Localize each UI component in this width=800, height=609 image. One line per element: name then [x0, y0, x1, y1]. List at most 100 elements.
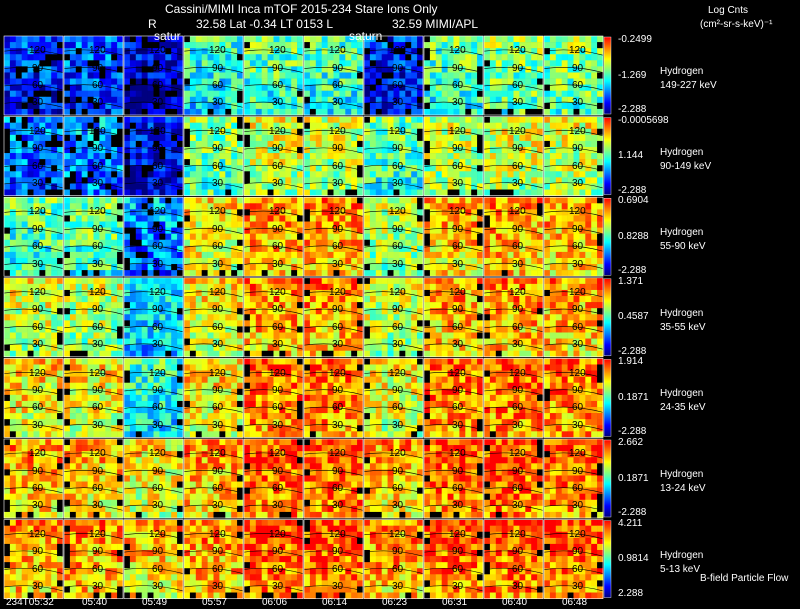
contour-label: 120	[149, 448, 166, 460]
colorbar	[603, 197, 612, 276]
time-tick-label: 06:48	[562, 597, 588, 608]
contour-label: 120	[269, 287, 286, 299]
contour-label: 120	[569, 448, 586, 460]
contour-label: 30	[212, 177, 224, 189]
contour-label: 120	[269, 125, 286, 137]
contour-line	[3, 262, 64, 269]
contour-line	[3, 326, 64, 333]
contour-line	[123, 389, 184, 396]
contour-line	[123, 49, 184, 56]
contour-line	[423, 262, 484, 269]
contour-line	[543, 262, 604, 269]
contour-line	[123, 406, 184, 413]
contour-line	[543, 343, 604, 350]
contour-line	[423, 326, 484, 333]
contour-line	[3, 130, 64, 137]
contour-line	[63, 291, 124, 298]
contour-label: 60	[212, 482, 224, 494]
contour-line	[243, 504, 304, 511]
contour-line	[63, 343, 124, 350]
contour-label: 90	[392, 223, 404, 235]
contour-line	[423, 533, 484, 540]
contour-line	[3, 389, 64, 396]
contour-line	[483, 49, 544, 56]
cell-frame	[543, 438, 604, 519]
cell-frame	[363, 519, 424, 599]
contour-line	[183, 504, 244, 511]
contour-label: 90	[452, 223, 464, 235]
contour-line	[543, 372, 604, 378]
contour-line	[3, 487, 64, 494]
colorbar-cmid-label: 1.144	[618, 150, 644, 162]
contour-line	[423, 389, 484, 396]
contour-label: 30	[92, 339, 104, 351]
contour-label: 60	[272, 241, 284, 253]
contour-label: 120	[569, 287, 586, 299]
contour-line	[183, 533, 244, 540]
contour-label: 120	[329, 287, 346, 299]
contour-label: 90	[392, 546, 404, 558]
heatmap-cell	[124, 358, 184, 438]
contour-label: 30	[32, 177, 44, 189]
contour-line	[183, 406, 244, 413]
contour-label: 60	[392, 563, 404, 575]
bfield-flow-label: B-field Particle Flow	[700, 573, 789, 584]
contour-line	[483, 469, 544, 476]
contour-line	[483, 66, 544, 73]
time-tick-label: 06:31	[442, 597, 468, 608]
cell-frame	[423, 519, 484, 599]
contour-label: 30	[332, 177, 344, 189]
colorbar-cmid-label: 0.9814	[618, 553, 649, 565]
time-tick-label: 06:06	[262, 597, 288, 608]
heatmap-cell	[244, 358, 304, 438]
contour-label: 60	[152, 402, 164, 414]
contour-label: 30	[212, 580, 224, 592]
contour-label: 120	[329, 367, 346, 379]
heatmap-cell	[124, 439, 184, 519]
contour-line	[3, 469, 64, 476]
contour-label: 90	[332, 62, 344, 74]
contour-label: 120	[329, 528, 346, 540]
contour-line	[303, 262, 364, 269]
colorbar-cmin-label: 2.288	[618, 587, 644, 599]
cell-frame	[483, 438, 544, 519]
contour-label: 60	[332, 79, 344, 91]
contour-line	[63, 452, 124, 459]
contour-line	[123, 308, 184, 315]
cell-frame	[543, 277, 604, 358]
contour-label: 60	[92, 402, 104, 414]
contour-label: 30	[92, 419, 104, 431]
contour-line	[3, 228, 64, 235]
contour-label: 120	[449, 367, 466, 379]
cell-frame	[3, 438, 64, 519]
contour-line	[543, 66, 604, 73]
contour-label: 30	[512, 500, 524, 512]
contour-line	[123, 101, 184, 108]
contour-line	[423, 452, 484, 459]
contour-line	[363, 84, 424, 91]
contour-line	[3, 372, 64, 378]
contour-label: 120	[269, 367, 286, 379]
contour-label: 90	[152, 62, 164, 74]
contour-label: 30	[452, 258, 464, 270]
contour-label: 30	[92, 97, 104, 109]
contour-line	[423, 84, 484, 91]
contour-label: 120	[29, 45, 46, 57]
contour-label: 30	[512, 177, 524, 189]
contour-label: 120	[509, 287, 526, 299]
contour-line	[423, 567, 484, 574]
contour-line	[63, 130, 124, 137]
contour-line	[363, 262, 424, 269]
energy-label: 55-90 keV	[660, 241, 706, 253]
contour-label: 90	[512, 62, 524, 74]
contour-line	[423, 372, 484, 378]
contour-line	[123, 487, 184, 494]
time-tick-label: 234T05:32	[6, 597, 54, 608]
contour-line	[363, 567, 424, 574]
species-label: Hydrogen	[660, 388, 704, 400]
contour-line	[483, 228, 544, 235]
contour-label: 60	[92, 563, 104, 575]
contour-line	[63, 49, 124, 56]
heatmap-cell	[124, 36, 184, 116]
heatmap-cell	[64, 519, 124, 599]
